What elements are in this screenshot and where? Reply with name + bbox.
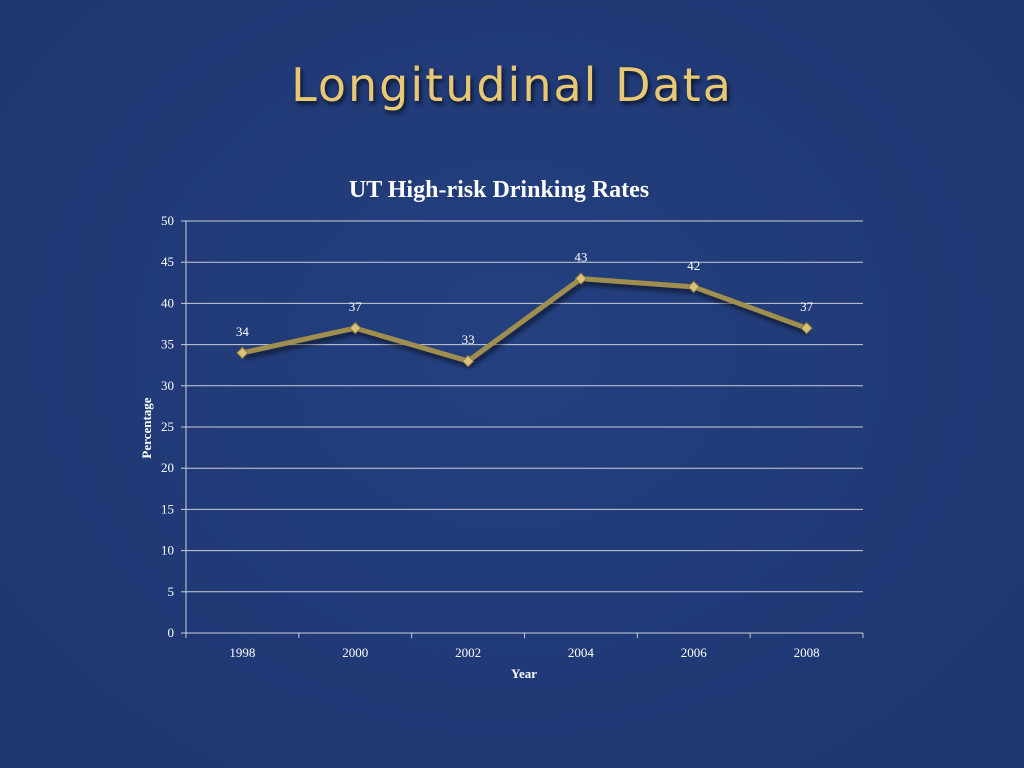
data-label: 42 [687,258,700,273]
x-tick-label: 2004 [568,645,595,660]
data-point-marker [800,321,813,335]
x-tick-labels: 1998 2000 2002 2004 2006 2008 [229,645,819,660]
y-tick-label: 25 [161,419,174,434]
x-tick-label: 1998 [229,645,255,660]
x-tick-label: 2008 [794,645,820,660]
slide-title: Longitudinal Data [291,58,733,112]
x-tick-label: 2002 [455,645,481,660]
data-label: 37 [800,299,814,314]
y-tick-label: 20 [161,460,174,475]
data-label: 43 [574,250,587,265]
data-point-marker [461,354,475,368]
y-tick-labels: 0 5 10 15 20 25 30 35 40 45 50 [161,213,174,640]
data-series [236,272,813,368]
y-tick-label: 15 [161,501,174,516]
data-point-marker [349,321,362,335]
x-axis-title: Year [511,666,537,681]
y-tick-label: 35 [161,337,174,352]
data-label: 33 [462,332,475,347]
y-tick-label: 5 [168,584,175,599]
y-axis-title: Percentage [139,397,154,458]
data-point-marker [687,280,700,294]
y-tick-label: 50 [161,213,174,228]
data-labels: 34 37 33 43 42 37 [236,250,814,347]
y-tick-label: 10 [161,543,174,558]
data-point-marker [236,346,249,360]
x-tick-label: 2006 [681,645,708,660]
chart-title: UT High-risk Drinking Rates [349,177,649,203]
data-label: 34 [236,324,250,339]
y-tick-label: 40 [161,295,174,310]
y-tick-label: 45 [161,254,174,269]
axes [181,220,864,638]
data-point-marker [574,272,588,285]
y-tick-label: 30 [161,378,174,393]
x-tick-label: 2000 [342,645,368,660]
gridlines [186,220,863,593]
data-label: 37 [349,299,363,314]
series-line [241,276,808,364]
y-tick-label: 0 [168,625,175,640]
